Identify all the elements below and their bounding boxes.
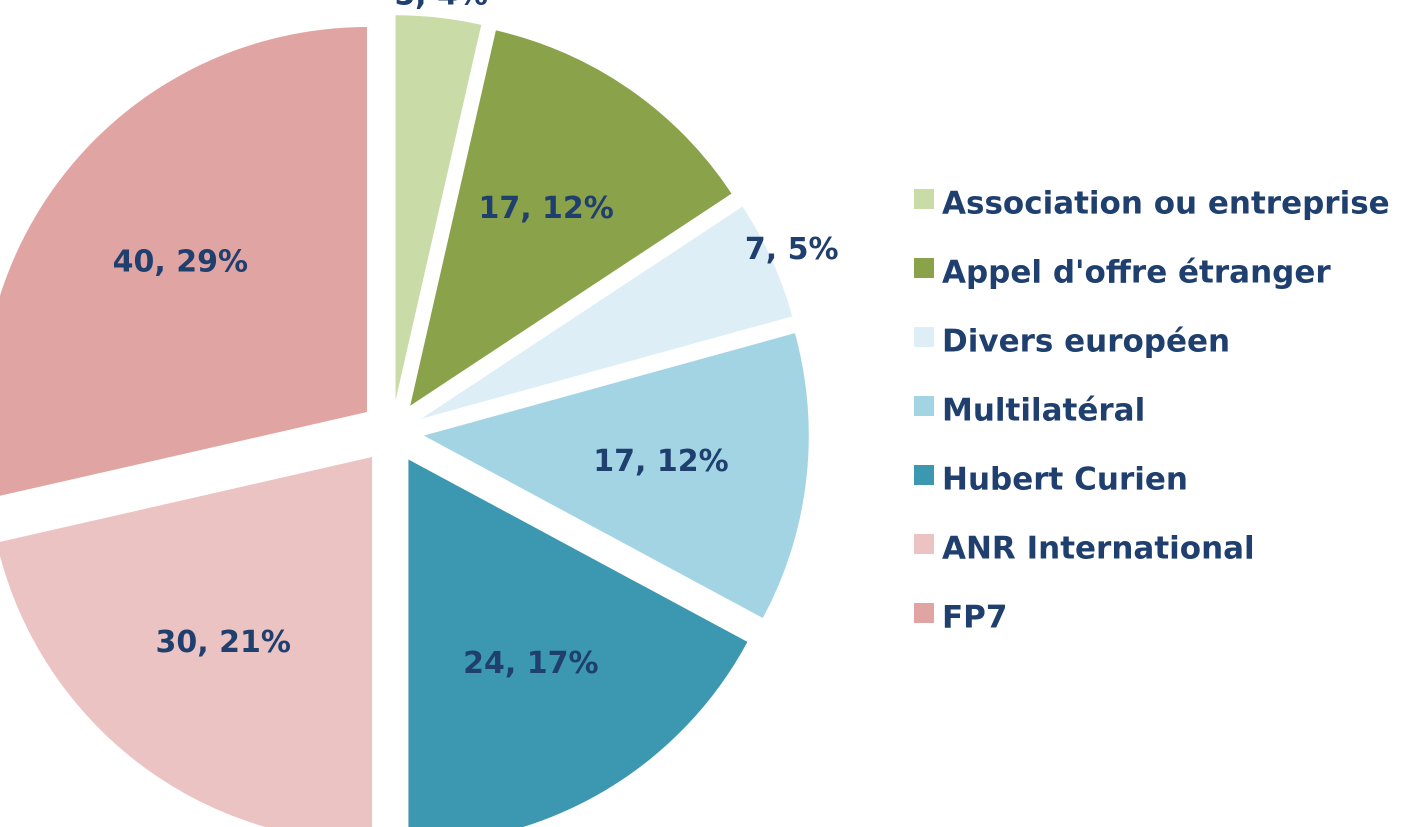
legend-swatch	[914, 534, 934, 554]
data-label: 7, 5%	[745, 232, 839, 267]
data-label: 30, 21%	[156, 625, 291, 660]
data-label: 24, 17%	[463, 646, 598, 681]
data-label: 40, 29%	[113, 245, 248, 280]
data-label: 17, 12%	[593, 444, 728, 479]
pie-slice	[410, 30, 732, 406]
pie-slice	[0, 457, 373, 827]
legend-swatch	[914, 396, 934, 416]
legend-swatch	[914, 189, 934, 209]
data-label: 17, 12%	[478, 191, 613, 226]
legend-swatch	[914, 258, 934, 278]
data-label: 5, 4%	[394, 0, 488, 12]
legend-label: Divers européen	[942, 324, 1230, 360]
legend-label: Association ou entreprise	[942, 186, 1390, 222]
pie-slice	[395, 15, 482, 401]
legend-label: FP7	[942, 600, 1007, 636]
pie-slice	[423, 333, 809, 619]
legend-label: Hubert Curien	[942, 462, 1188, 498]
pie-slice	[408, 459, 748, 827]
legend-label: ANR International	[942, 531, 1255, 567]
legend-swatch	[914, 603, 934, 623]
pie-slice	[421, 206, 793, 419]
pie-slice	[0, 27, 367, 496]
legend-swatch	[914, 465, 934, 485]
legend-swatch	[914, 327, 934, 347]
legend-label: Multilatéral	[942, 393, 1145, 429]
legend-label: Appel d'offre étranger	[942, 255, 1331, 291]
